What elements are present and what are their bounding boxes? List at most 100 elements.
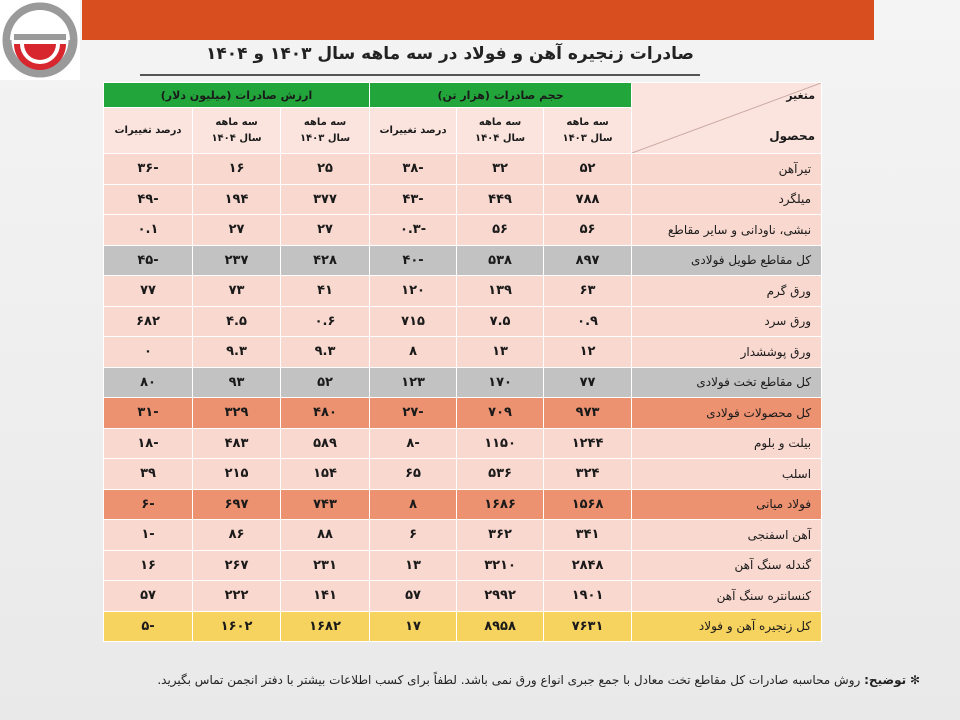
product-name-cell: بیلت و بلوم [631,427,823,459]
page-title: صادرات زنجیره آهن و فولاد در سه ماهه سال… [206,44,694,64]
table-row: اسلب ۳۲۴ ۵۳۶ ۶۵ ۱۵۴ ۲۱۵ ۳۹ [102,458,823,490]
product-name-cell: نبشی، ناودانی و سایر مقاطع [631,214,823,246]
volume-1404-cell: ۳۲ [456,153,545,185]
volume-change-cell: -۴۰ [369,244,458,276]
header-sub-line1: سه ماهه [303,116,347,128]
volume-change-cell: ۱۳ [369,549,458,581]
value-1403-cell: ۱۶۸۲ [280,610,371,642]
value-1404-cell: ۶۹۷ [192,488,282,520]
volume-1403-cell: ۲۸۴۸ [543,549,633,581]
header-sub-line1: سه ماهه [478,116,522,128]
volume-1404-cell: ۱۶۸۶ [456,488,545,520]
table-row: ورق گرم ۶۳ ۱۳۹ ۱۲۰ ۴۱ ۷۳ ۷۷ [102,275,823,307]
volume-1404-cell: ۸۹۵۸ [456,610,545,642]
volume-change-cell: ۱۷ [369,610,458,642]
value-1404-cell: ۹.۳ [192,336,282,368]
table-row: کنسانتره سنگ آهن ۱۹۰۱ ۲۹۹۲ ۵۷ ۱۴۱ ۲۲۲ ۵۷ [102,580,823,612]
volume-1403-cell: ۷۷ [543,366,633,398]
title-underline [140,74,700,76]
value-1403-cell: ۰.۶ [280,305,371,337]
value-1404-cell: ۲۱۵ [192,458,282,490]
volume-1403-cell: ۹۷۳ [543,397,633,429]
header-bar [82,0,874,40]
header-volume-1403: سه ماهه سال ۱۴۰۳ [543,107,633,154]
footnote-text: روش محاسبه صادرات کل مقاطع تخت معادل با … [157,673,861,687]
value-1403-cell: ۴۲۸ [280,244,371,276]
header-sub-line2: سال ۱۴۰۴ [211,132,262,144]
volume-1403-cell: ۸۹۷ [543,244,633,276]
volume-change-cell: ۱۲۳ [369,366,458,398]
value-1403-cell: ۹.۳ [280,336,371,368]
value-change-cell: ۳۹ [102,458,194,490]
value-1403-cell: ۱۴۱ [280,580,371,612]
value-1404-cell: ۳۲۹ [192,397,282,429]
value-change-cell: -۶ [102,488,194,520]
value-change-cell: -۳۱ [102,397,194,429]
volume-1404-cell: ۳۶۲ [456,519,545,551]
value-1403-cell: ۸۸ [280,519,371,551]
value-1403-cell: ۴۸۰ [280,397,371,429]
volume-1403-cell: ۷۸۸ [543,183,633,215]
header-sub-line1: سه ماهه [566,116,609,128]
volume-change-cell: -۰.۳ [369,214,458,246]
product-name-cell: میلگرد [631,183,823,215]
volume-1403-cell: ۶۳ [543,275,633,307]
value-change-cell: -۱۸ [102,427,194,459]
value-1404-cell: ۴۸۳ [192,427,282,459]
product-name-cell: کل مقاطع طویل فولادی [631,244,823,276]
header-volume-change: درصد تغییرات [369,107,458,154]
volume-1404-cell: ۵۶ [456,214,545,246]
volume-change-cell: ۶ [369,519,458,551]
volume-1404-cell: ۳۲۱۰ [456,549,545,581]
value-1403-cell: ۳۷۷ [280,183,371,215]
volume-1404-cell: ۱۷۰ [456,366,545,398]
header-sub-line2: سال ۱۴۰۴ [474,132,526,144]
table-row: کل مقاطع طویل فولادی ۸۹۷ ۵۳۸ -۴۰ ۴۲۸ ۲۳۷ -۴۵ [102,244,823,276]
header-sub-line2: سال ۱۴۰۳ [299,132,351,144]
header-value-change: درصد تغییرات [102,107,194,154]
value-change-cell: ۸۰ [102,366,194,398]
volume-1404-cell: ۲۹۹۲ [456,580,545,612]
volume-change-cell: ۸ [369,336,458,368]
table-row: ورق سرد ۰.۹ ۷.۵ ۷۱۵ ۰.۶ ۴.۵ ۶۸۲ [102,305,823,337]
value-1403-cell: ۴۱ [280,275,371,307]
product-name-cell: ورق گرم [631,275,823,307]
volume-1404-cell: ۴۴۹ [456,183,545,215]
value-1404-cell: ۱۶۰۲ [192,610,282,642]
volume-1404-cell: ۵۳۸ [456,244,545,276]
volume-1403-cell: ۱۹۰۱ [543,580,633,612]
header-sub-line1: سه ماهه [215,116,258,128]
volume-change-cell: -۳۸ [369,153,458,185]
volume-1403-cell: ۵۶ [543,214,633,246]
volume-1404-cell: ۱۱۵۰ [456,427,545,459]
volume-1403-cell: ۱۲۴۴ [543,427,633,459]
product-name-cell: ورق سرد [631,305,823,337]
table-row: میلگرد ۷۸۸ ۴۴۹ -۴۳ ۳۷۷ ۱۹۴ -۴۹ [102,183,823,215]
volume-change-cell: ۶۵ [369,458,458,490]
product-name-cell: کل محصولات فولادی [631,397,823,429]
footnote-star-icon: ✻ [909,673,920,687]
product-name-cell: کل مقاطع تخت فولادی [631,366,823,398]
value-1404-cell: ۲۲۲ [192,580,282,612]
value-change-cell: -۴۹ [102,183,194,215]
value-change-cell: ۶۸۲ [102,305,194,337]
value-1404-cell: ۷۳ [192,275,282,307]
volume-1403-cell: ۵۲ [543,153,633,185]
value-change-cell: -۳۶ [102,153,194,185]
value-1403-cell: ۲۳۱ [280,549,371,581]
volume-1403-cell: ۳۴۱ [543,519,633,551]
value-1404-cell: ۹۳ [192,366,282,398]
volume-1403-cell: ۰.۹ [543,305,633,337]
value-1404-cell: ۲۷ [192,214,282,246]
value-change-cell: ۷۷ [102,275,194,307]
volume-change-cell: -۸ [369,427,458,459]
product-name-cell: کل زنجیره آهن و فولاد [631,610,823,642]
volume-change-cell: -۴۳ [369,183,458,215]
volume-1403-cell: ۱۲ [543,336,633,368]
table-row: کل مقاطع تخت فولادی ۷۷ ۱۷۰ ۱۲۳ ۵۲ ۹۳ ۸۰ [102,366,823,398]
value-change-cell: -۵ [102,610,194,642]
association-logo-icon [0,0,80,80]
volume-change-cell: ۵۷ [369,580,458,612]
table-row: کل زنجیره آهن و فولاد ۷۶۳۱ ۸۹۵۸ ۱۷ ۱۶۸۲ ۱۶۰۲-… [102,610,823,642]
volume-1404-cell: ۱۳۹ [456,275,545,307]
